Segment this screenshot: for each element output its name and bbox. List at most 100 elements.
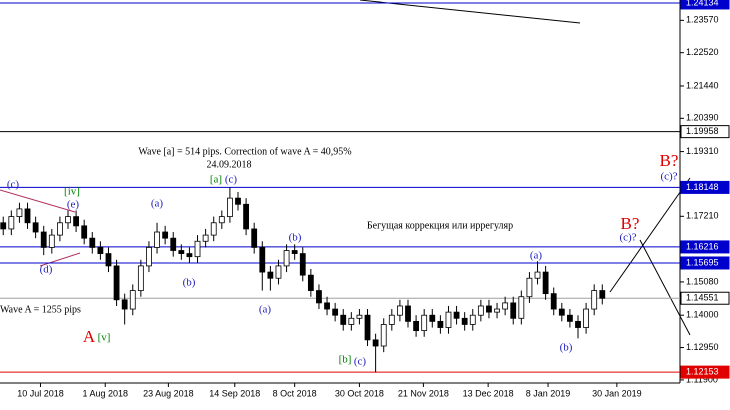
candle-body [81, 225, 88, 239]
candle-body [599, 290, 606, 299]
candle-body [469, 314, 476, 325]
candle-body [73, 216, 79, 227]
annotation: [iv] [64, 186, 80, 198]
y-tick-label: 1.23570 [686, 15, 719, 25]
candle-body [397, 305, 403, 316]
level-label-box [680, 125, 730, 139]
candle-body [32, 222, 39, 233]
candle-body [137, 265, 144, 291]
candle-body [291, 250, 298, 254]
candle-body [550, 293, 557, 310]
candle-body [429, 314, 436, 322]
candle-body [154, 231, 160, 248]
candle-body [8, 216, 15, 230]
candle-body [97, 247, 104, 254]
x-tick-label: 8 Oct 2018 [273, 388, 317, 398]
candle-body [437, 320, 444, 328]
annotation: (a) [151, 198, 164, 210]
candle-body [202, 234, 209, 242]
x-tick-label: 1 Aug 2018 [82, 388, 128, 398]
level-label-box [680, 291, 730, 305]
candle-body [129, 290, 136, 310]
candle-body [518, 296, 525, 319]
candle-body [194, 240, 201, 258]
candle-body [178, 250, 185, 254]
annotation: Бегущая коррекция или иррегуляр [367, 220, 513, 231]
forecast-line [639, 239, 691, 336]
x-tick-label: 10 Jul 2018 [17, 388, 64, 398]
y-tick-label: 1.22520 [686, 47, 719, 57]
level-label-box [680, 240, 730, 254]
level-label-box [680, 180, 730, 194]
level-label-box [680, 365, 730, 379]
candle-body [65, 216, 71, 224]
annotation: (c) [354, 356, 367, 368]
candle-body [24, 208, 31, 224]
x-tick-label: 21 Nov 2018 [398, 388, 449, 398]
x-tick-label: 14 Sep 2018 [209, 388, 260, 398]
level-label-box [680, 256, 730, 270]
candle-body [542, 271, 549, 295]
annotation: (e) [67, 199, 80, 211]
level-label-box [680, 0, 730, 10]
level-label: 1.24134 [686, 0, 719, 7]
annotation: (a) [259, 304, 272, 316]
candle-body [583, 308, 589, 328]
candle-body [121, 299, 128, 310]
level-label: 1.18148 [686, 182, 719, 192]
level-label: 1.14551 [686, 293, 719, 303]
candle-body [461, 317, 468, 325]
candle-body [170, 237, 177, 251]
candle-body [510, 302, 517, 319]
candle-body [243, 203, 249, 230]
x-tick-label: 30 Jan 2019 [592, 388, 642, 398]
candle-body [218, 216, 225, 224]
candle-body [348, 317, 355, 325]
y-tick-label: 1.20390 [686, 113, 719, 123]
candle-body [413, 320, 419, 332]
y-tick-label: 1.19310 [686, 146, 719, 156]
candle-body [526, 277, 533, 298]
candle-body [105, 253, 112, 267]
y-tick-label: 1.11900 [686, 374, 718, 384]
candle-body [267, 271, 274, 279]
x-tick-label: 13 Dec 2018 [463, 388, 514, 398]
annotation: (c) [225, 174, 238, 186]
level-label: 1.19958 [686, 126, 719, 136]
candle-body [16, 208, 23, 218]
annotation: Wave A = 1255 pips [0, 304, 81, 315]
candle-body [332, 308, 339, 316]
candle-body [486, 305, 492, 313]
x-tick-label: 23 Aug 2018 [143, 388, 194, 398]
annotation: (c)? [619, 232, 636, 244]
forecast-line [609, 177, 691, 293]
candle-body [534, 271, 541, 279]
candle-body [0, 222, 7, 230]
annotation: Wave [a] = 514 pips. Correction of wave … [138, 146, 351, 157]
level-label: 1.12153 [686, 366, 719, 376]
candle-body [388, 314, 395, 325]
candle-body [324, 302, 330, 310]
candle-body [89, 237, 96, 248]
candle-body [210, 222, 217, 236]
annotation: (b) [560, 342, 573, 354]
candle-body [477, 305, 484, 316]
x-tick-label: 30 Oct 2018 [335, 388, 384, 398]
candle-body [453, 311, 460, 319]
candle-body [113, 265, 120, 301]
y-tick-label: 1.17210 [686, 211, 719, 221]
candle-body [316, 290, 322, 304]
candle-body [364, 314, 371, 341]
candle-body [227, 197, 233, 218]
candle-body [235, 197, 241, 205]
annotation: 24.09.2018 [207, 159, 252, 170]
candle-body [340, 314, 347, 325]
y-tick-label: 1.15080 [686, 276, 719, 286]
candle-body [502, 302, 509, 310]
candle-body [380, 324, 387, 347]
x-tick-label: 8 Jan 2019 [526, 388, 571, 398]
candle-body [57, 222, 63, 236]
candle-body [575, 320, 581, 328]
